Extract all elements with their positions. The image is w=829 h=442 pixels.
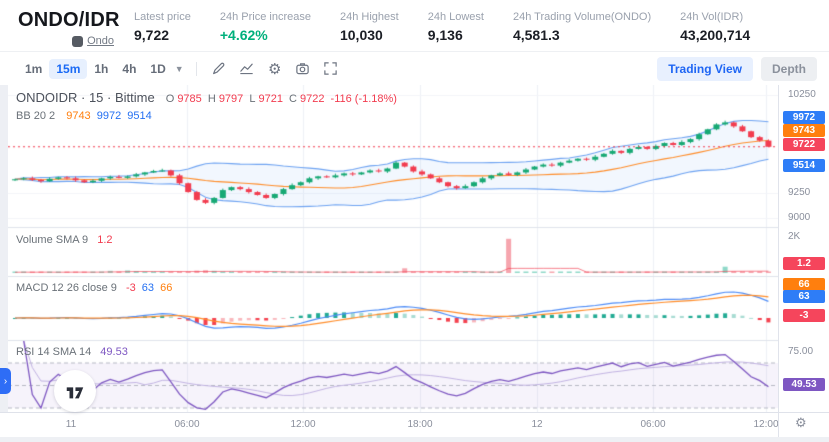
interval-1d[interactable]: 1D — [150, 61, 166, 76]
stat-highest: 24h Highest 10,030 — [340, 11, 399, 43]
volume-sma-value: 1.2 — [97, 234, 113, 246]
rsi-value: 49.53 — [100, 346, 128, 358]
stat-label: 24h Vol(IDR) — [680, 11, 744, 23]
stat-value: 9,136 — [427, 27, 463, 43]
macd-signal-value: 66 — [160, 282, 173, 294]
volume-legend: Volume SMA 9 1.2 — [16, 234, 116, 246]
market-header: ONDO/IDR Ondo Latest price 9,722 24h Pri… — [0, 0, 829, 52]
price-badge: 9722 — [783, 138, 825, 151]
price-axis-label: 10250 — [788, 89, 816, 100]
time-axis-label: 18:00 — [407, 419, 433, 430]
fullscreen-icon[interactable] — [323, 61, 339, 77]
rsi-legend: RSI 14 SMA 14 49.53 — [16, 346, 131, 358]
price-axis[interactable]: 10250 9250 9000 2K 75.00 9972 9743 9722 9514 1.2 6… — [778, 85, 829, 412]
ohlc-high-value: 9797 — [218, 93, 244, 105]
stat-value: 10,030 — [339, 27, 383, 43]
chevron-down-icon[interactable]: ▼ — [174, 63, 184, 74]
left-gutter — [0, 85, 8, 437]
volume-name: Volume SMA 9 — [16, 234, 89, 246]
price-badge: 9514 — [783, 159, 825, 172]
price-axis-label: 75.00 — [788, 346, 814, 357]
time-axis-label: 11 — [65, 419, 77, 430]
bb-lower-value: 9514 — [127, 110, 152, 122]
toolbar-divider — [195, 61, 197, 76]
stat-label: 24h Trading Volume(ONDO) — [512, 11, 652, 23]
interval-1h[interactable]: 1h — [94, 61, 109, 76]
ohlc-close-key: C — [289, 93, 297, 105]
settings-gear-icon[interactable]: ⚙ — [267, 60, 282, 78]
panel-expand-handle[interactable]: › — [0, 368, 11, 394]
price-badge: 49.53 — [783, 378, 825, 391]
chart-toolbar: 1m 15m 1h 4h 1D ▼ ⚙ Trading View Depth — [0, 52, 829, 85]
bb-legend: BB 20 2 9743 9972 9514 — [16, 110, 155, 122]
macd-line-value: 63 — [141, 282, 155, 294]
stat-label: Latest price — [134, 11, 191, 23]
time-axis[interactable]: 11 06:00 12:00 18:00 12 06:00 12:00 — [0, 412, 829, 437]
price-axis-label: 2K — [788, 231, 801, 242]
chart-area: ONDOIDR · 15 · Bittime O 9785 H 9797 L 9721… — [0, 85, 829, 442]
stat-value: 9,722 — [134, 27, 170, 43]
tradingview-logo[interactable] — [54, 370, 96, 412]
stat-value: +4.62% — [219, 27, 268, 43]
bb-upper-value: 9972 — [96, 110, 122, 122]
main-chart-legend: ONDOIDR · 15 · Bittime O 9785 H 9797 L 9721… — [16, 90, 400, 105]
ohlc-open-key: O — [165, 93, 175, 105]
time-axis-label: 12:00 — [290, 419, 316, 430]
stat-volume-ondo: 24h Trading Volume(ONDO) 4,581.3 — [513, 11, 651, 43]
line-chart-icon[interactable] — [239, 61, 255, 77]
price-chart-canvas[interactable] — [8, 85, 778, 412]
stat-lowest: 24h Lowest 9,136 — [428, 11, 484, 43]
macd-legend: MACD 12 26 close 9 -3 63 66 — [16, 282, 175, 294]
price-axis-label: 9250 — [788, 187, 811, 198]
camera-snapshot-icon[interactable] — [295, 61, 311, 77]
pair-title: ONDO/IDR — [18, 9, 120, 31]
price-axis-label: 9000 — [788, 212, 811, 223]
price-badge: 63 — [783, 290, 825, 303]
token-link[interactable]: Ondo — [87, 35, 114, 47]
time-axis-label: 12 — [531, 419, 543, 430]
token-logo-icon — [72, 35, 84, 47]
axis-corner-divider — [778, 412, 779, 437]
time-axis-label: 06:00 — [640, 419, 666, 430]
macd-hist-value: -3 — [125, 282, 136, 294]
price-badge: 9972 — [783, 111, 825, 124]
ohlc-open-value: 9785 — [177, 93, 202, 105]
interval-1m[interactable]: 1m — [25, 61, 43, 76]
bottom-gutter — [0, 437, 829, 442]
tab-trading-view[interactable]: Trading View — [657, 56, 753, 81]
interval-4h[interactable]: 4h — [122, 61, 137, 76]
price-badge: -3 — [783, 309, 825, 322]
bb-basis-value: 9743 — [66, 110, 91, 122]
rsi-name: RSI 14 SMA 14 — [16, 346, 92, 358]
time-axis-label: 12:00 — [753, 419, 779, 430]
stat-volume-idr: 24h Vol(IDR) 43,200,714 — [680, 11, 750, 43]
stat-label: 24h Price increase — [219, 11, 311, 23]
axis-settings-gear-icon[interactable]: ⚙ — [795, 415, 807, 430]
price-badge: 66 — [783, 278, 825, 291]
price-badge: 9743 — [783, 124, 825, 137]
macd-name: MACD 12 26 close 9 — [16, 282, 117, 294]
stat-value: 43,200,714 — [680, 27, 751, 43]
time-axis-label: 06:00 — [174, 419, 200, 430]
stat-latest-price: Latest price 9,722 — [134, 11, 191, 43]
stat-label: 24h Highest — [339, 11, 399, 23]
interval-15m[interactable]: 15m — [49, 58, 88, 79]
price-badge: 1.2 — [783, 257, 825, 270]
bb-name: BB 20 2 — [16, 110, 56, 122]
stat-label: 24h Lowest — [427, 11, 484, 23]
ohlc-low-key: L — [249, 93, 256, 105]
pair-block: ONDO/IDR Ondo — [18, 9, 120, 47]
ohlc-low-value: 9721 — [258, 93, 283, 105]
market-stats: Latest price 9,722 24h Price increase +4… — [134, 9, 750, 43]
symbol-title: ONDOIDR · 15 · Bittime — [16, 90, 155, 105]
stat-price-increase: 24h Price increase +4.62% — [220, 11, 311, 43]
ohlc-high-key: H — [207, 93, 216, 105]
ohlc-close-value: 9722 — [299, 93, 325, 105]
tab-depth[interactable]: Depth — [761, 56, 817, 81]
ohlc-change: -116 (-1.18%) — [330, 93, 397, 105]
draw-pencil-icon[interactable] — [211, 61, 227, 77]
stat-value: 4,581.3 — [512, 27, 560, 43]
